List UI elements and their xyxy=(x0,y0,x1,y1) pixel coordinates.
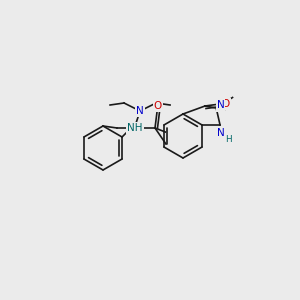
Text: H: H xyxy=(225,136,231,145)
Text: O: O xyxy=(154,101,162,111)
Text: N: N xyxy=(217,128,225,138)
Text: N: N xyxy=(217,100,224,110)
Text: NH: NH xyxy=(127,123,143,133)
Text: O: O xyxy=(222,99,230,109)
Text: N: N xyxy=(136,106,144,116)
